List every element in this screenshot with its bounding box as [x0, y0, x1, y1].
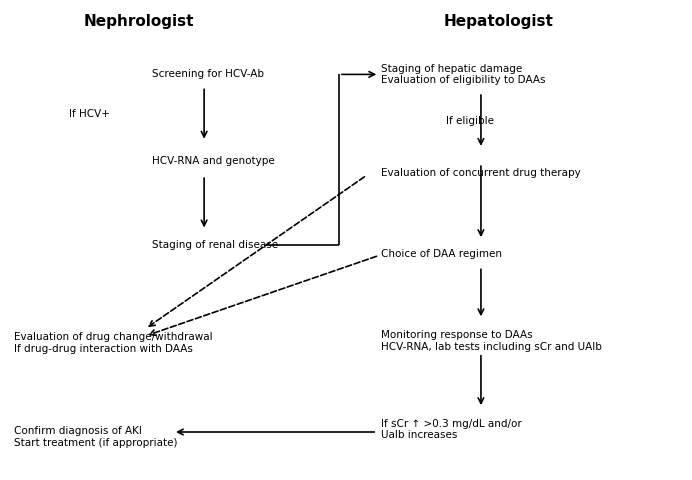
Text: Hepatologist: Hepatologist — [444, 14, 553, 29]
Text: Nephrologist: Nephrologist — [83, 14, 194, 29]
Text: HCV-RNA and genotype: HCV-RNA and genotype — [152, 156, 275, 166]
Text: If HCV+: If HCV+ — [69, 109, 110, 119]
Text: Staging of renal disease: Staging of renal disease — [152, 240, 278, 250]
Text: If sCr ↑ >0.3 mg/dL and/or
Ualb increases: If sCr ↑ >0.3 mg/dL and/or Ualb increase… — [381, 419, 521, 441]
Text: Choice of DAA regimen: Choice of DAA regimen — [381, 250, 502, 259]
Text: Evaluation of concurrent drug therapy: Evaluation of concurrent drug therapy — [381, 168, 581, 178]
Text: Confirm diagnosis of AKI
Start treatment (if appropriate): Confirm diagnosis of AKI Start treatment… — [14, 426, 177, 447]
Text: Evaluation of drug change/withdrawal
If drug-drug interaction with DAAs: Evaluation of drug change/withdrawal If … — [14, 332, 212, 354]
Text: Monitoring response to DAAs
HCV-RNA, lab tests including sCr and UAlb: Monitoring response to DAAs HCV-RNA, lab… — [381, 330, 601, 351]
Text: Staging of hepatic damage
Evaluation of eligibility to DAAs: Staging of hepatic damage Evaluation of … — [381, 64, 545, 85]
Text: Screening for HCV-Ab: Screening for HCV-Ab — [152, 70, 264, 79]
Text: If eligible: If eligible — [446, 116, 494, 126]
